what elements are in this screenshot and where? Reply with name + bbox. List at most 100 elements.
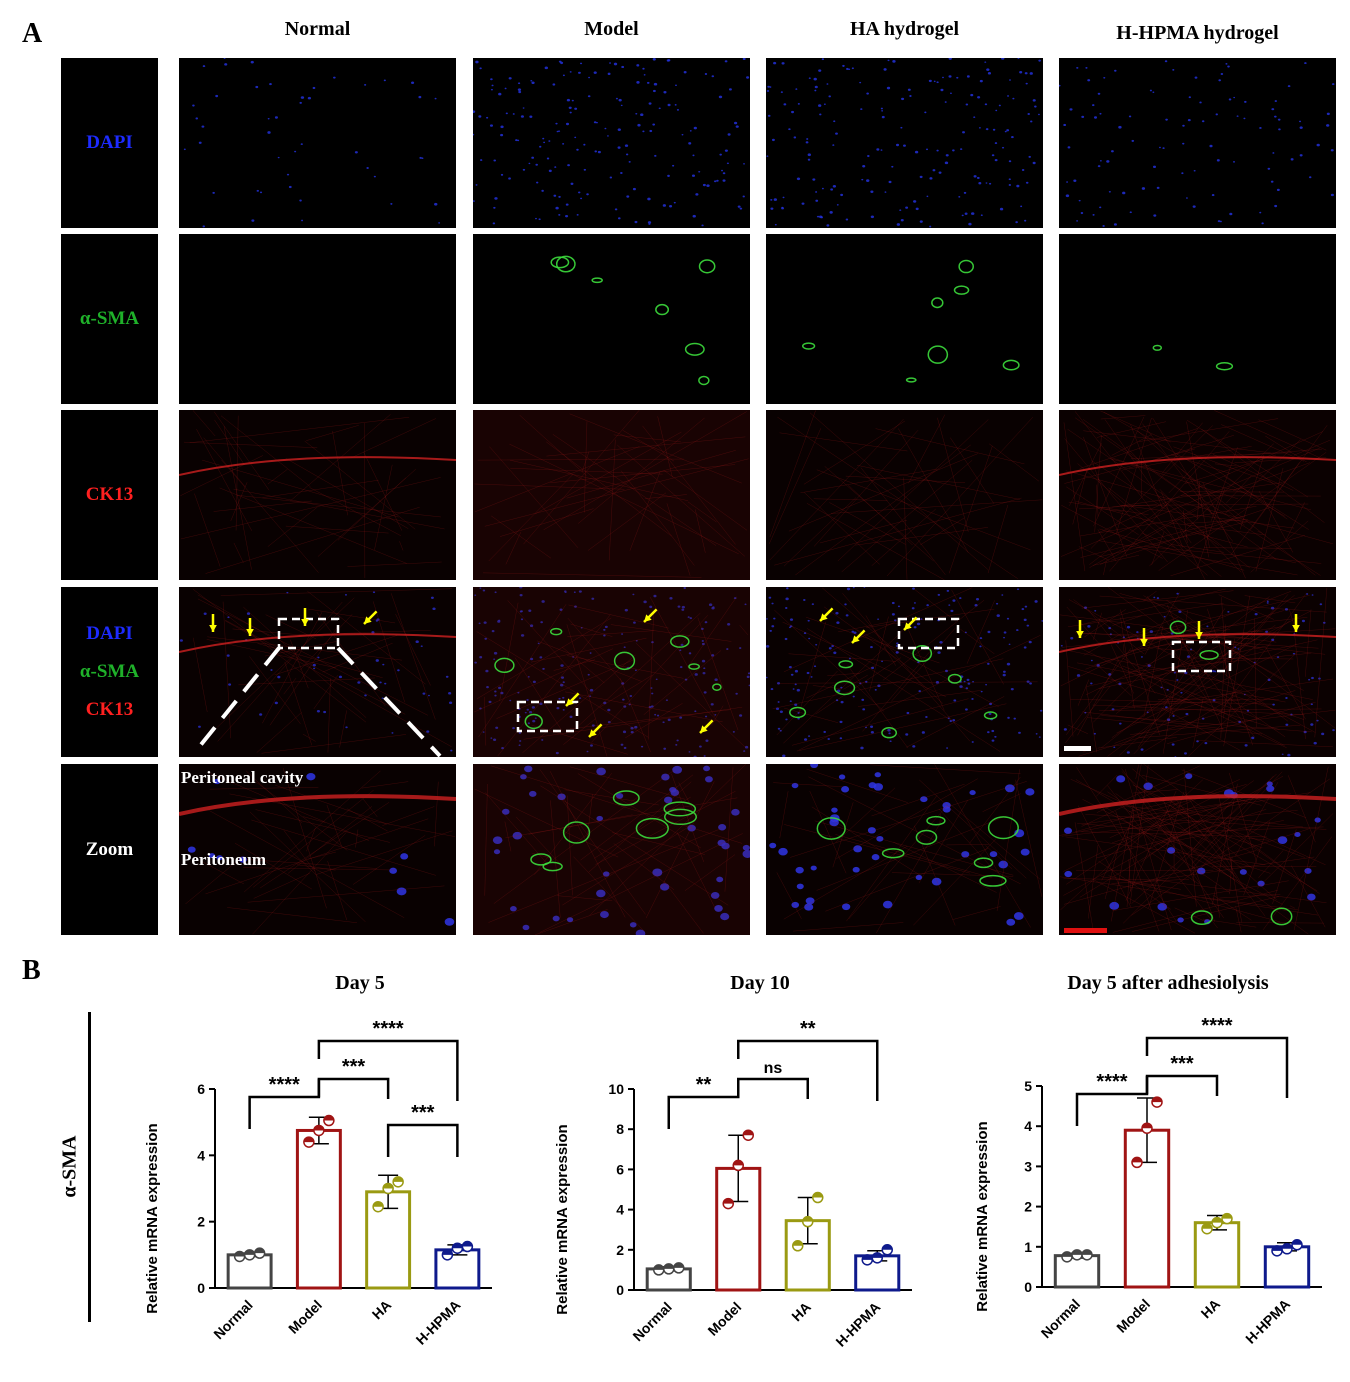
y-tick-label: 4: [197, 1147, 205, 1163]
zoom-region-box: [516, 700, 579, 733]
row-label-text: DAPI: [86, 132, 133, 153]
micrograph-tile: [179, 587, 456, 757]
row-label-text: DAPI: [86, 623, 133, 644]
significance-bracket: [737, 1077, 809, 1099]
data-point: [871, 1252, 883, 1264]
chart-title: Day 5 after adhesiolysis: [1067, 972, 1269, 994]
significance-bracket: [317, 1077, 390, 1099]
data-point: [313, 1124, 325, 1137]
zoom-region-box: [897, 617, 960, 650]
y-tick-label: 2: [197, 1214, 205, 1230]
zoom-guide-lines: [193, 646, 442, 758]
arrow-icon: [903, 616, 918, 631]
significance-bracket: [386, 1123, 459, 1157]
row-label-text: CK13: [85, 484, 134, 505]
column-header: Model: [584, 18, 639, 40]
micrograph-tile: [766, 764, 1043, 935]
arrow-icon: [819, 607, 834, 622]
data-point: [881, 1244, 893, 1256]
data-point: [253, 1247, 266, 1259]
significance-bracket: [317, 1039, 459, 1101]
y-tick-label: 3: [1024, 1158, 1032, 1174]
column-header: HA hydrogel: [849, 18, 960, 40]
arrow-icon: [1076, 620, 1084, 638]
y-tick-label: 1: [1024, 1239, 1032, 1255]
y-tick-label: 5: [1024, 1078, 1032, 1094]
row-label: Zoom: [61, 764, 158, 935]
panel-b-letter: B: [22, 955, 41, 986]
data-point: [673, 1262, 685, 1274]
data-point: [1201, 1222, 1213, 1235]
data-point: [441, 1249, 454, 1261]
micrograph-tile: [766, 234, 1043, 404]
row-label-text: α-SMA: [79, 308, 140, 329]
arrow-icon: [301, 608, 309, 626]
row-label: CK13: [61, 410, 158, 580]
chart-title: Day 10: [730, 972, 790, 994]
row-label-text: CK13: [85, 699, 134, 720]
data-point: [802, 1215, 814, 1228]
micrograph-tile: [473, 58, 750, 228]
significance-label: ***: [411, 1102, 435, 1124]
data-point: [1211, 1216, 1223, 1229]
significance-label: ***: [1170, 1053, 1194, 1075]
micrograph-tile: [1059, 58, 1336, 228]
y-axis-label: Relative mRNA expression: [974, 1121, 991, 1311]
row-label-text: Zoom: [85, 838, 134, 860]
data-point: [1081, 1249, 1093, 1261]
significance-label: ***: [342, 1056, 366, 1078]
y-tick-label: 8: [616, 1121, 624, 1137]
arrow-icon: [851, 629, 866, 644]
chart-title: Day 5: [335, 972, 385, 994]
column-header: Normal: [284, 18, 351, 40]
micrograph-tile: [1059, 410, 1336, 580]
data-point: [1141, 1122, 1153, 1134]
arrow-icon: [1140, 628, 1148, 646]
micrograph-tile: [179, 410, 456, 580]
y-tick-label: 0: [616, 1282, 624, 1298]
row-label: DAPI: [61, 58, 158, 228]
y-tick-label: 0: [1024, 1279, 1032, 1295]
data-point: [243, 1249, 256, 1261]
row-label: α-SMA: [61, 234, 158, 404]
data-point: [653, 1264, 665, 1276]
data-point: [722, 1197, 734, 1210]
micrograph-tile: [179, 58, 456, 228]
scale-bar: [1064, 746, 1091, 751]
significance-label: **: [696, 1074, 712, 1096]
zoom-label-peritoneum: Peritoneum: [181, 850, 266, 869]
micrograph-tile: [473, 764, 750, 935]
y-tick-label: 6: [197, 1081, 205, 1097]
arrow-icon: [699, 719, 714, 734]
y-axis-label: Relative mRNA expression: [144, 1123, 161, 1313]
data-point: [461, 1240, 474, 1253]
y-tick-label: 6: [616, 1161, 624, 1177]
micrograph-tile: [473, 234, 750, 404]
y-axis-label: Relative mRNA expression: [554, 1124, 571, 1314]
data-point: [1131, 1156, 1143, 1169]
micrograph-tile: [179, 764, 456, 935]
row-label: DAPI α-SMA CK13: [61, 587, 158, 757]
panel-a-letter: A: [22, 18, 43, 49]
data-point: [382, 1182, 394, 1195]
side-bracket-line: [88, 1012, 91, 1322]
data-point: [323, 1114, 335, 1127]
data-point: [792, 1240, 804, 1252]
scale-bar: [1064, 928, 1107, 933]
zoom-region-box: [277, 617, 340, 650]
row-label-text: α-SMA: [79, 661, 140, 682]
data-point: [1291, 1239, 1303, 1251]
significance-label: ****: [269, 1074, 300, 1096]
micrograph-tile: [1059, 764, 1336, 935]
arrow-icon: [643, 608, 658, 623]
y-tick-label: 10: [608, 1081, 624, 1097]
significance-label: ****: [1096, 1071, 1127, 1093]
data-point: [1221, 1212, 1233, 1225]
y-tick-label: 2: [616, 1242, 624, 1258]
significance-label: ns: [764, 1060, 783, 1077]
y-tick-label: 4: [1024, 1118, 1032, 1134]
arrow-icon: [565, 692, 580, 707]
micrograph-tile: [473, 410, 750, 580]
